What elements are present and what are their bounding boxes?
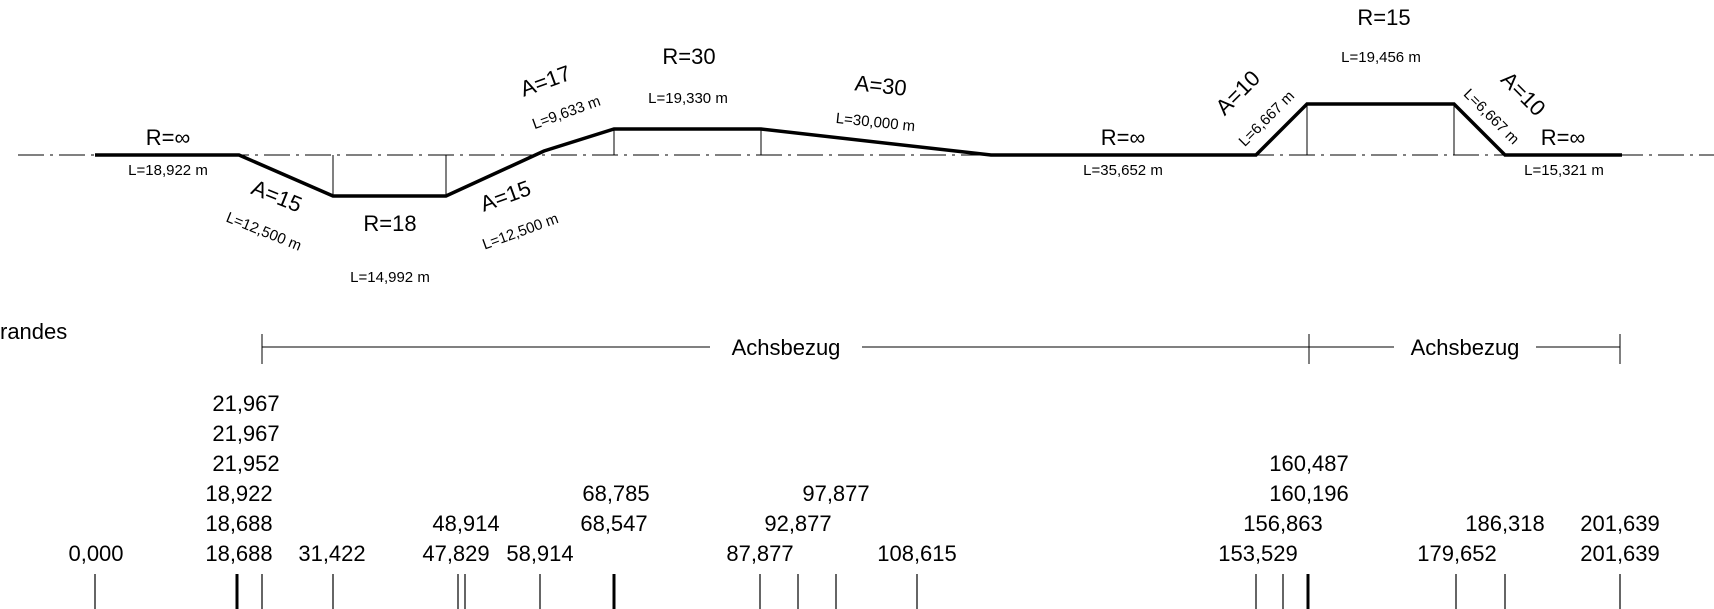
- station-value: 18,922: [205, 481, 272, 506]
- edge-band: randes Achsbezug Achsbezug: [0, 319, 1621, 364]
- station-value: 48,914: [432, 511, 499, 536]
- segment-5-label: A=17: [517, 60, 574, 101]
- segment-8-label: R=∞: [1101, 125, 1145, 150]
- station-value: 21,952: [212, 451, 279, 476]
- station-value: 21,967: [212, 391, 279, 416]
- segment-1-label: R=∞: [146, 125, 190, 150]
- station-value: 156,863: [1243, 511, 1323, 536]
- station-value: 47,829: [422, 541, 489, 566]
- segment-12-label: R=∞: [1541, 125, 1585, 150]
- segment-1-length: L=18,922 m: [128, 162, 208, 179]
- segment-12-length: L=15,321 m: [1524, 162, 1604, 179]
- station-value: 0,000: [68, 541, 123, 566]
- band-title-fragment: randes: [0, 319, 67, 344]
- segment-4-length: L=12,500 m: [480, 210, 561, 253]
- station-value: 186,318: [1465, 511, 1545, 536]
- segment-3-label: R=18: [363, 211, 416, 236]
- segment-10-label: R=15: [1357, 5, 1410, 30]
- curvature-band: R=∞ L=18,922 m A=15 L=12,500 m R=18 L=14…: [18, 5, 1714, 286]
- station-value: 87,877: [726, 541, 793, 566]
- segment-10-length: L=19,456 m: [1341, 49, 1421, 66]
- station-ticks: [94, 574, 1621, 609]
- segment-7-label: A=30: [854, 70, 908, 100]
- station-value: 21,967: [212, 421, 279, 446]
- segment-3-length: L=14,992 m: [350, 269, 430, 286]
- station-value: 31,422: [298, 541, 365, 566]
- segment-2-length: L=12,500 m: [224, 209, 304, 255]
- station-value: 68,547: [580, 511, 647, 536]
- station-value: 201,639: [1580, 541, 1660, 566]
- station-value: 18,688: [205, 541, 272, 566]
- station-value: 92,877: [764, 511, 831, 536]
- station-value: 153,529: [1218, 541, 1298, 566]
- station-value: 97,877: [802, 481, 869, 506]
- segment-9-label: A=10: [1210, 65, 1264, 119]
- station-value: 108,615: [877, 541, 957, 566]
- reference-label-2: Achsbezug: [1411, 335, 1520, 360]
- segment-7-length: L=30,000 m: [835, 110, 916, 135]
- segment-6-length: L=19,330 m: [648, 90, 728, 107]
- segment-4-label: A=15: [477, 175, 534, 216]
- station-value: 160,196: [1269, 481, 1349, 506]
- station-band: 0,000 21,967 21,967 21,952 18,922 18,688…: [68, 391, 1660, 609]
- segment-6-label: R=30: [662, 44, 715, 69]
- reference-label-1: Achsbezug: [732, 335, 841, 360]
- station-value: 18,688: [205, 511, 272, 536]
- segment-8-length: L=35,652 m: [1083, 162, 1163, 179]
- segment-5-length: L=9,633 m: [530, 93, 603, 133]
- station-value: 201,639: [1580, 511, 1660, 536]
- segment-11-label: A=10: [1496, 66, 1550, 120]
- station-value: 160,487: [1269, 451, 1349, 476]
- station-value: 68,785: [582, 481, 649, 506]
- station-value: 179,652: [1417, 541, 1497, 566]
- station-value: 58,914: [506, 541, 573, 566]
